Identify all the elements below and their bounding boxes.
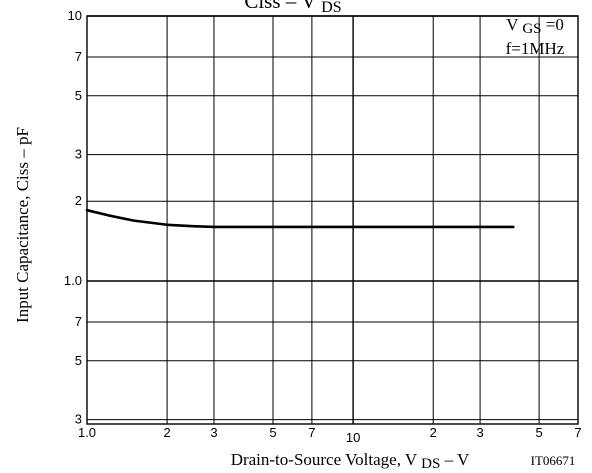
y-upper-tick-label-0: 1.0	[64, 273, 82, 288]
x-tick-label-5: 10	[346, 430, 360, 445]
y-upper-tick-label-2: 3	[75, 147, 82, 162]
x-axis-label-main: Drain-to-Source Voltage, V	[231, 450, 418, 469]
chart-title-v: V	[301, 0, 316, 13]
grid-layer	[86, 15, 579, 425]
plot-frame	[86, 15, 579, 425]
labels-layer: 1.0 2 3 5 7 10 2 3 5 7 1.0 2 3 5 7 10 3 5 7	[64, 8, 582, 445]
y-upper-tick-label-1: 2	[75, 193, 82, 208]
figure-id: IT06671	[531, 453, 576, 468]
x-axis-label-unit: – V	[444, 450, 470, 469]
y-lower-tick-label-1: 5	[75, 353, 82, 368]
chart-title-ciss: Ciss	[244, 0, 280, 13]
x-tick-label-2: 3	[210, 425, 217, 440]
y-axis-label: Input Capacitance, Ciss – pF	[13, 127, 32, 323]
x-tick-label-8: 5	[535, 425, 542, 440]
chart-title-ds: DS	[321, 0, 341, 16]
chart-title: Ciss – V DS	[244, 0, 341, 16]
x-tick-label-1: 2	[163, 425, 170, 440]
series-layer	[85, 208, 515, 229]
y-upper-tick-label-3: 5	[75, 88, 82, 103]
x-tick-label-4: 7	[308, 425, 315, 440]
y-lower-tick-label-0: 3	[75, 412, 82, 427]
chart-title-dash: –	[285, 0, 301, 13]
y-lower-tick-label-2: 7	[75, 314, 82, 329]
vgs-annotation-value: =0	[546, 15, 564, 34]
y-upper-tick-label-4: 7	[75, 49, 82, 64]
x-tick-label-0: 1.0	[78, 425, 96, 440]
vgs-annotation: V GS =0	[506, 15, 564, 37]
vgs-annotation-gs: GS	[522, 21, 541, 37]
x-axis-label-ds: DS	[421, 456, 440, 472]
x-tick-label-9: 7	[574, 425, 581, 440]
y-upper-tick-label-5: 10	[68, 8, 82, 23]
vgs-annotation-v: V	[506, 15, 519, 34]
x-tick-label-7: 3	[476, 425, 483, 440]
x-tick-label-6: 2	[430, 425, 437, 440]
series-line-0	[85, 208, 515, 229]
x-tick-label-3: 5	[269, 425, 276, 440]
frequency-annotation: f=1MHz	[506, 39, 565, 58]
x-axis-label: Drain-to-Source Voltage, V DS – V	[231, 450, 470, 472]
